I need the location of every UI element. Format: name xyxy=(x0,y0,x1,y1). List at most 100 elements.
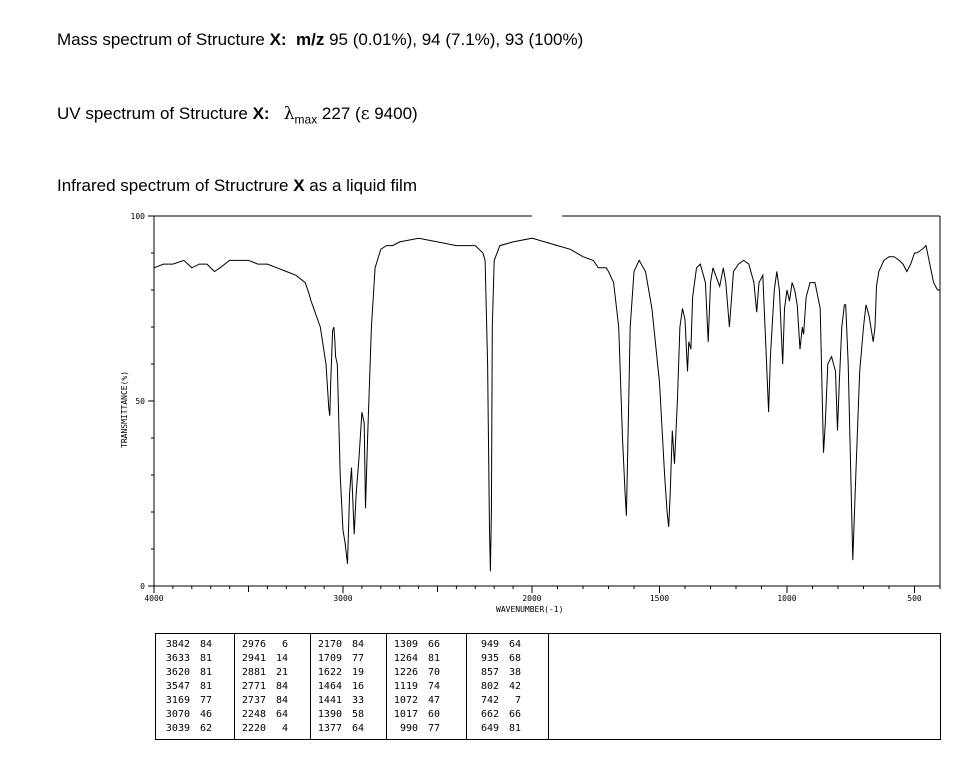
peak-column: 949 64 935 68 857 38 802 42 742 7 662 66 649 81 xyxy=(471,638,521,736)
y-tick-label: 50 xyxy=(135,397,145,406)
peak-row: 2220 4 xyxy=(238,722,288,736)
peak-transmittance: 16 xyxy=(351,681,364,692)
peak-transmittance: 4 xyxy=(281,723,288,734)
peak-row: 1377 64 xyxy=(314,722,364,736)
peak-transmittance: 77 xyxy=(351,653,364,664)
column-divider xyxy=(234,634,235,739)
x-tick-label: 3000 xyxy=(333,594,352,603)
peak-transmittance: 64 xyxy=(275,709,288,720)
y-tick-group: 0 50 100 xyxy=(131,212,154,591)
peak-wavenumber: 3039 xyxy=(165,723,190,734)
peak-wavenumber: 1072 xyxy=(393,695,418,706)
peak-wavenumber: 3842 xyxy=(165,639,190,650)
peak-transmittance: 66 xyxy=(427,639,440,650)
peak-row: 3842 84 xyxy=(162,638,212,652)
peak-transmittance: 47 xyxy=(427,695,440,706)
uv-spectrum-line: UV spectrum of Structure X: λmax 227 (ε … xyxy=(57,104,418,126)
peak-row: 2976 6 xyxy=(238,638,288,652)
peak-wavenumber: 1377 xyxy=(317,723,342,734)
x-tick-label: 1500 xyxy=(650,594,669,603)
peak-transmittance: 77 xyxy=(199,695,212,706)
x-axis-label: WAVENUMBER(-1) xyxy=(496,605,563,614)
spectrum-line xyxy=(153,237,940,572)
ms-label: Mass spectrum of Structure xyxy=(57,30,270,49)
structure-x-label: X xyxy=(293,176,305,195)
peak-row: 949 64 xyxy=(471,638,521,652)
mz-label: m/z xyxy=(296,30,325,49)
x-tick-label: 2000 xyxy=(522,594,541,603)
peak-wavenumber: 1464 xyxy=(317,681,342,692)
peak-row: 1072 47 xyxy=(390,694,440,708)
peak-wavenumber: 2771 xyxy=(241,681,266,692)
peak-wavenumber: 949 xyxy=(480,639,499,650)
peak-transmittance: 81 xyxy=(427,653,440,664)
lambda-subscript: max xyxy=(294,112,318,127)
peak-wavenumber: 3169 xyxy=(165,695,190,706)
peak-transmittance: 6 xyxy=(281,639,288,650)
peak-row: 649 81 xyxy=(471,722,521,736)
peak-transmittance: 68 xyxy=(508,653,521,664)
peak-wavenumber: 1309 xyxy=(393,639,418,650)
peak-wavenumber: 1441 xyxy=(317,695,342,706)
uv-value: 227 ( xyxy=(317,104,361,123)
peak-transmittance: 64 xyxy=(351,723,364,734)
peak-wavenumber: 802 xyxy=(480,681,499,692)
peak-wavenumber: 2881 xyxy=(241,667,266,678)
peak-transmittance: 7 xyxy=(514,695,521,706)
peak-transmittance: 81 xyxy=(199,667,212,678)
y-tick-label: 100 xyxy=(131,212,146,221)
peak-column: 2170 84 1709 77 1622 19 1464 16 1441 33 1390 58 1377… xyxy=(314,638,364,736)
peak-wavenumber: 649 xyxy=(480,723,499,734)
x-tick-label: 500 xyxy=(907,594,922,603)
peak-transmittance: 84 xyxy=(199,639,212,650)
peak-transmittance: 60 xyxy=(427,709,440,720)
peak-row: 1264 81 xyxy=(390,652,440,666)
column-divider xyxy=(310,634,311,739)
peak-transmittance: 62 xyxy=(199,723,212,734)
peak-wavenumber: 1709 xyxy=(317,653,342,664)
peak-wavenumber: 2941 xyxy=(241,653,266,664)
peak-wavenumber: 3633 xyxy=(165,653,190,664)
ir-spectrum-chart: 4000 3000 2000 1500 1000 500 0 50 100 WAVENUMBE… xyxy=(120,212,941,614)
peak-row: 742 7 xyxy=(471,694,521,708)
x-tick-label: 1000 xyxy=(777,594,796,603)
column-divider xyxy=(548,634,549,739)
peak-wavenumber: 1226 xyxy=(393,667,418,678)
x-tick-label: 4000 xyxy=(144,594,163,603)
ir-label: Infrared spectrum of Structrure xyxy=(57,176,294,195)
peak-row: 935 68 xyxy=(471,652,521,666)
peak-row: 857 38 xyxy=(471,666,521,680)
mass-spectrum-line: Mass spectrum of Structure X: m/z 95 (0.… xyxy=(57,30,583,50)
peak-row: 3070 46 xyxy=(162,708,212,722)
ms-values: 95 (0.01%), 94 (7.1%), 93 (100%) xyxy=(324,30,584,49)
peak-row: 1622 19 xyxy=(314,666,364,680)
peak-transmittance: 66 xyxy=(508,709,521,720)
column-divider xyxy=(386,634,387,739)
peak-transmittance: 38 xyxy=(508,667,521,678)
peak-transmittance: 64 xyxy=(508,639,521,650)
peak-transmittance: 81 xyxy=(199,681,212,692)
peak-transmittance: 81 xyxy=(199,653,212,664)
peak-row: 1441 33 xyxy=(314,694,364,708)
peak-transmittance: 14 xyxy=(275,653,288,664)
peak-wavenumber: 2220 xyxy=(241,723,266,734)
peak-transmittance: 84 xyxy=(351,639,364,650)
structure-x-label: X: xyxy=(269,30,287,49)
peak-transmittance: 77 xyxy=(427,723,440,734)
peak-transmittance: 58 xyxy=(351,709,364,720)
peak-row: 1226 70 xyxy=(390,666,440,680)
peak-wavenumber: 1390 xyxy=(317,709,342,720)
y-axis-label: TRANSMITTANCE(%) xyxy=(120,371,129,448)
peak-wavenumber: 1017 xyxy=(393,709,418,720)
peak-wavenumber: 935 xyxy=(480,653,499,664)
peak-wavenumber: 3620 xyxy=(165,667,190,678)
peak-wavenumber: 2248 xyxy=(241,709,266,720)
peak-wavenumber: 990 xyxy=(399,723,418,734)
peak-transmittance: 81 xyxy=(508,723,521,734)
peak-row: 3039 62 xyxy=(162,722,212,736)
peak-wavenumber: 1264 xyxy=(393,653,418,664)
peak-row: 3169 77 xyxy=(162,694,212,708)
peak-wavenumber: 2170 xyxy=(317,639,342,650)
peak-row: 1017 60 xyxy=(390,708,440,722)
peak-row: 3620 81 xyxy=(162,666,212,680)
